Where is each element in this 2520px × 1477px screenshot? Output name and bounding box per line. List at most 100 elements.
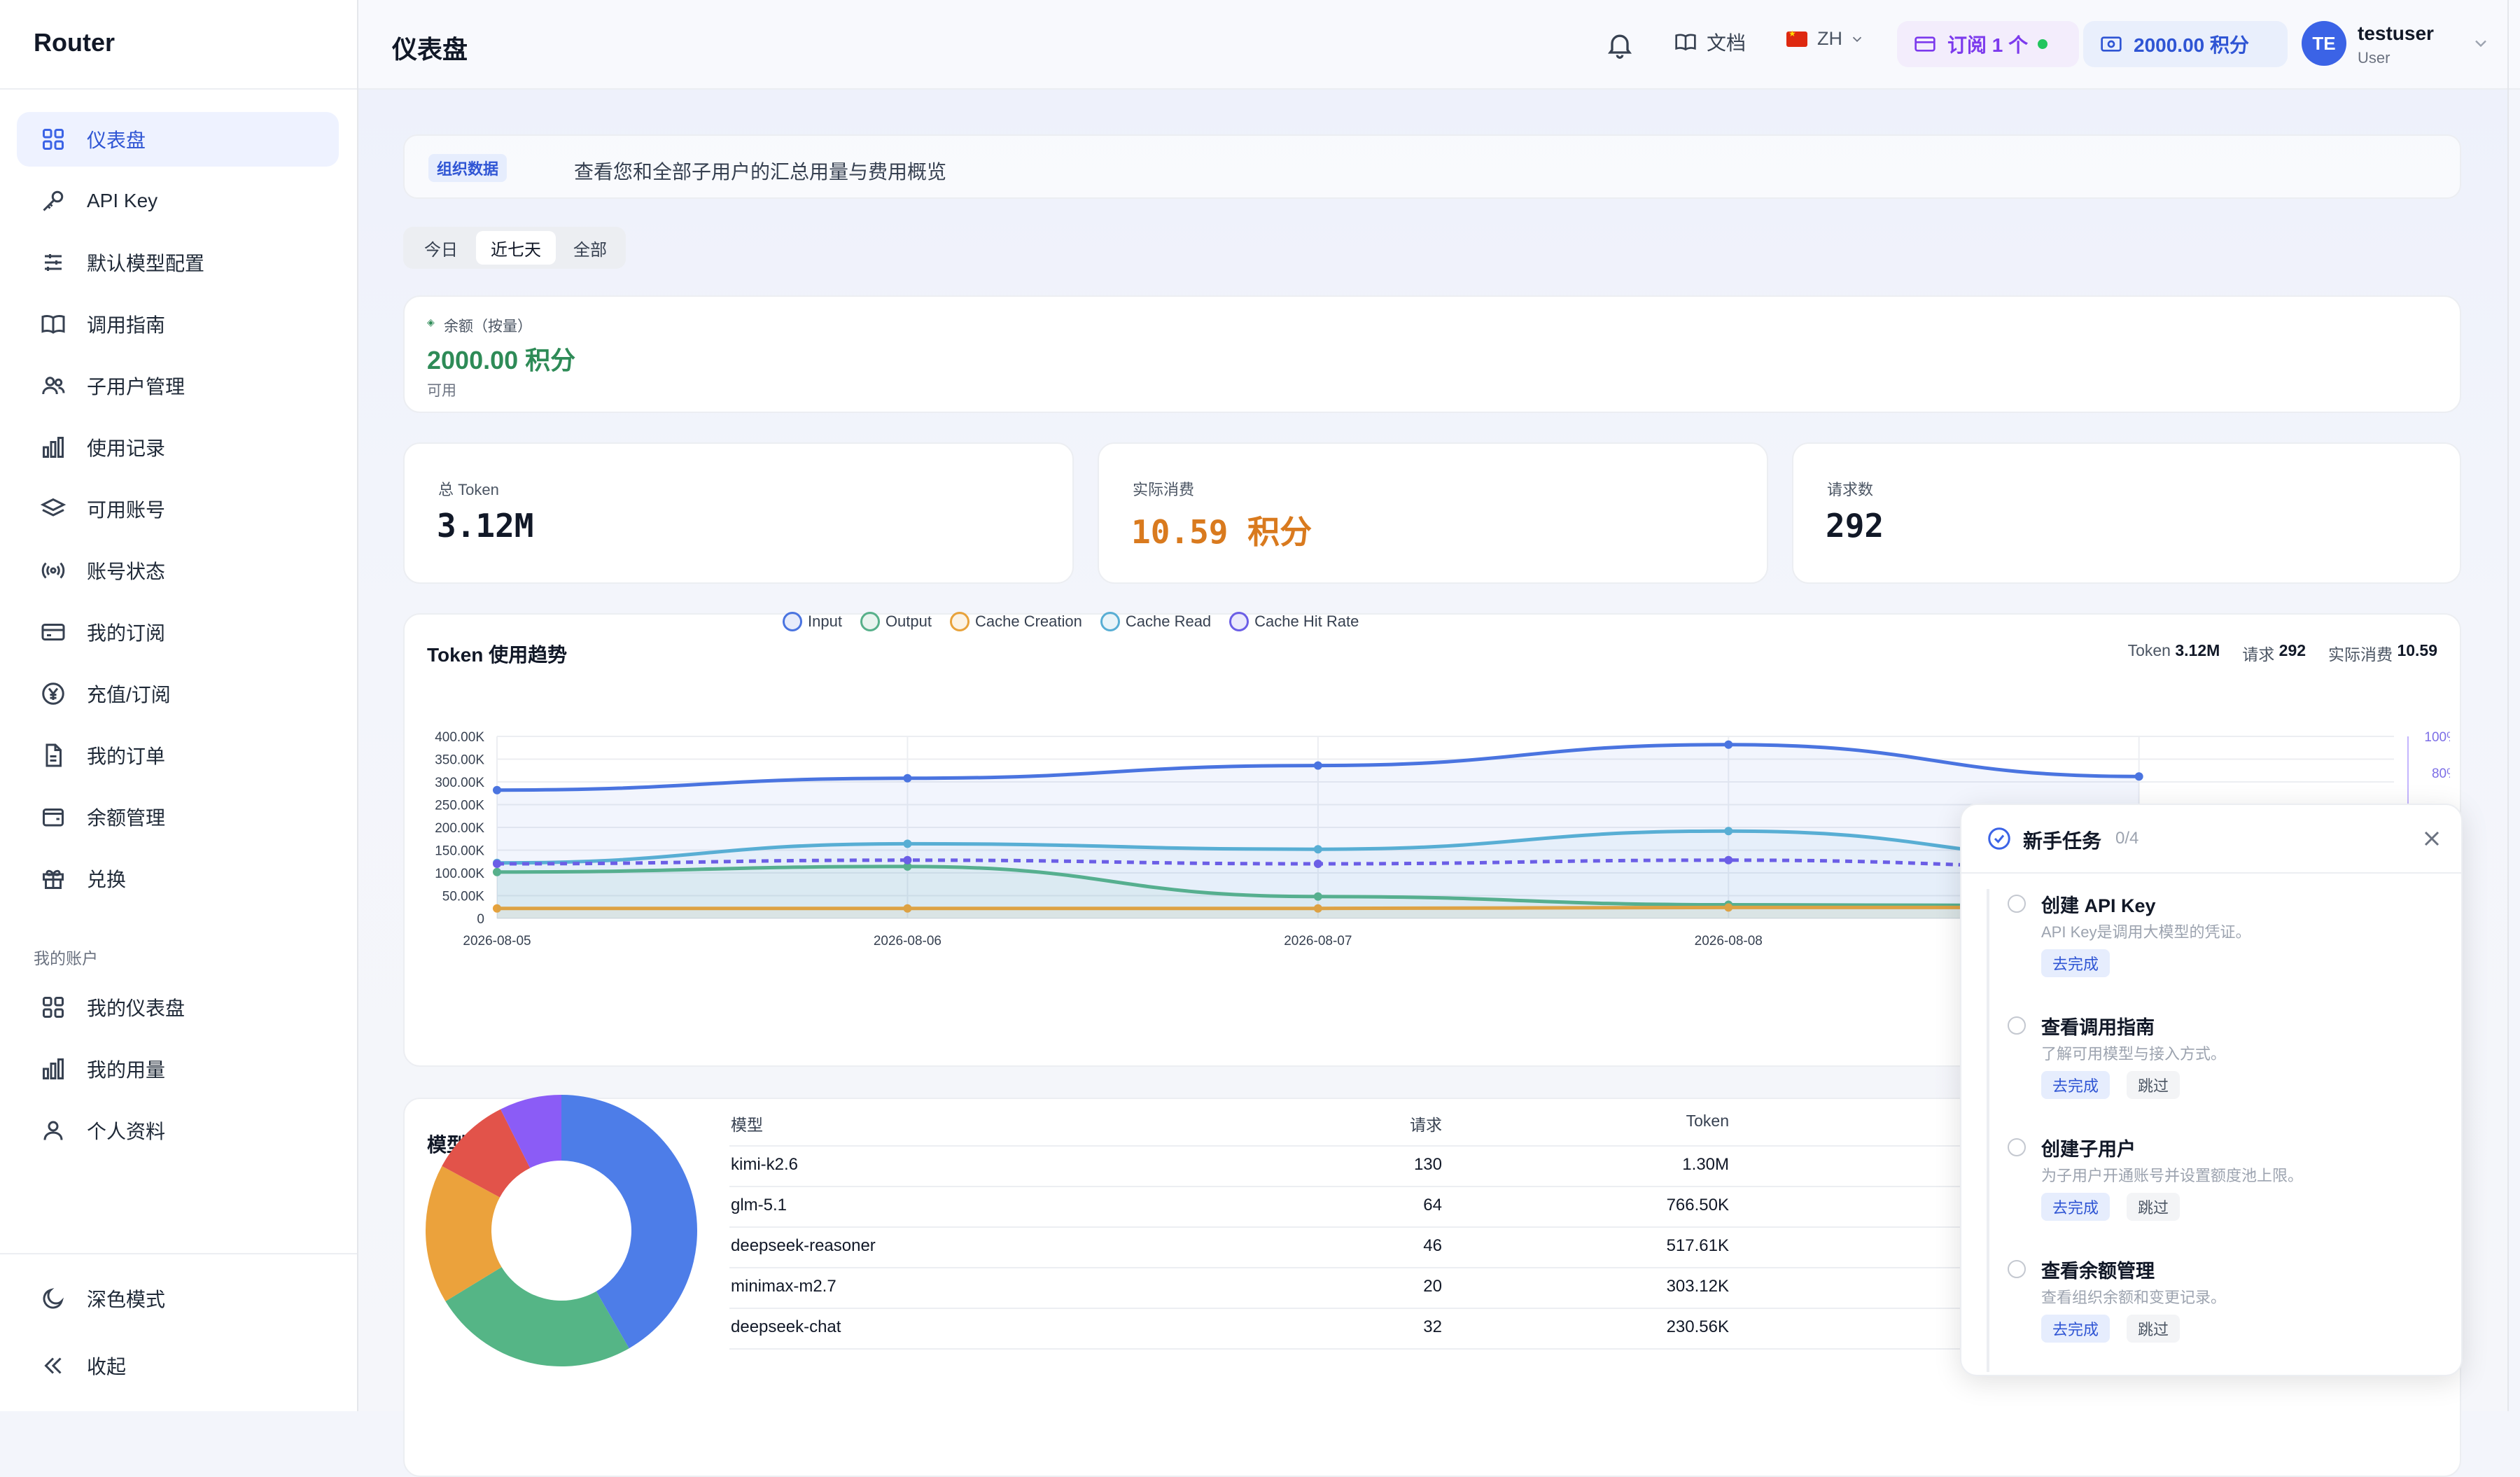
check-circle-icon <box>1988 827 2010 850</box>
range-tab-7days[interactable]: 近七天 <box>476 231 556 265</box>
close-icon[interactable] <box>2419 826 2444 851</box>
org-data-banner: 组织数据 查看您和全部子用户的汇总用量与费用概览 <box>403 134 2461 199</box>
sidebar-item-my-usage[interactable]: 我的用量 <box>17 1042 339 1096</box>
sidebar-item-my-orders[interactable]: 我的订单 <box>17 728 339 783</box>
legend-item[interactable]: Output <box>860 612 932 631</box>
sidebar-item-api-key[interactable]: API Key <box>17 174 339 228</box>
data-point <box>493 867 501 876</box>
table-row-divider <box>729 1308 1961 1309</box>
brand-logo-text: Router <box>34 28 115 57</box>
chevron-down-icon[interactable] <box>2471 34 2491 53</box>
sidebar-item-label: 余额管理 <box>87 807 166 829</box>
task-desc: 了解可用模型与接入方式。 <box>2041 1045 2227 1063</box>
task-go-button[interactable]: 去完成 <box>2041 1315 2110 1343</box>
credits-badge[interactable]: 2000.00 积分 <box>2083 21 2288 67</box>
sidebar-item-recharge[interactable]: 充值/订阅 <box>17 666 339 721</box>
y-tick-label: 150.00K <box>435 844 484 859</box>
avatar[interactable]: TE <box>2302 21 2346 66</box>
legend-swatch <box>949 612 969 631</box>
sidebar-item-default-model[interactable]: 默认模型配置 <box>17 235 339 290</box>
book-icon <box>39 310 67 338</box>
task-go-button[interactable]: 去完成 <box>2041 1071 2110 1099</box>
subscription-label: 订阅 1 个 <box>1947 34 2029 56</box>
credit-card-icon <box>39 618 67 646</box>
donut-slice[interactable] <box>500 1095 561 1168</box>
task-status-circle[interactable] <box>2008 1138 2026 1156</box>
subscription-badge[interactable]: 订阅 1 个 <box>1897 21 2079 67</box>
x-tick-label: 2026-08-08 <box>1695 934 1763 948</box>
bar-chart-icon <box>39 433 67 461</box>
table-row-divider <box>729 1348 1961 1350</box>
task-skip-button[interactable]: 跳过 <box>2127 1193 2180 1221</box>
table-row-divider <box>729 1267 1961 1268</box>
layers-icon <box>39 495 67 523</box>
task-desc: API Key是调用大模型的凭证。 <box>2041 923 2251 941</box>
trend-summary: Token 3.12M 请求 292 实际消费 10.59 <box>2128 641 2437 665</box>
task-status-circle[interactable] <box>2008 1260 2026 1278</box>
sidebar-item-sub-users[interactable]: 子用户管理 <box>17 358 339 413</box>
task-title: 查看调用指南 <box>2041 1017 2155 1038</box>
sidebar-item-balance[interactable]: 余额管理 <box>17 790 339 844</box>
stat-card-total-token: 总 Token 3.12M <box>403 442 1074 584</box>
sidebar-item-accounts[interactable]: 可用账号 <box>17 482 339 536</box>
task-skip-button[interactable]: 跳过 <box>2127 1071 2180 1099</box>
task-status-circle[interactable] <box>2008 895 2026 913</box>
sidebar-item-my-dashboard[interactable]: 我的仪表盘 <box>17 980 339 1035</box>
requests-cell: 20 <box>1423 1277 1442 1296</box>
legend-item[interactable]: Cache Creation <box>949 612 1082 631</box>
sidebar-item-label: 使用记录 <box>87 438 166 459</box>
range-tab-today[interactable]: 今日 <box>424 240 458 260</box>
series-area <box>497 831 2139 918</box>
summary-token-label: Token <box>2127 641 2171 659</box>
sidebar-item-redeem[interactable]: 兑换 <box>17 851 339 906</box>
sidebar-item-profile[interactable]: 个人资料 <box>17 1103 339 1158</box>
dark-mode-toggle[interactable]: 深色模式 <box>17 1271 339 1326</box>
stat-value: 3.12M <box>437 507 534 545</box>
sidebar-item-label: 默认模型配置 <box>87 253 205 274</box>
task-status-circle[interactable] <box>2008 1016 2026 1035</box>
sidebar-item-guide[interactable]: 调用指南 <box>17 297 339 351</box>
gift-icon <box>39 864 67 892</box>
task-skip-button[interactable]: 跳过 <box>2127 1315 2180 1343</box>
legend-item[interactable]: Cache Hit Rate <box>1229 612 1359 631</box>
page-title: 仪表盘 <box>392 35 468 64</box>
sidebar-item-usage-log[interactable]: 使用记录 <box>17 420 339 475</box>
donut-slice[interactable] <box>426 1166 502 1302</box>
y-tick-label: 350.00K <box>435 753 484 768</box>
range-tab-all[interactable]: 全部 <box>573 240 607 260</box>
donut-slice[interactable] <box>561 1095 697 1349</box>
username: testuser <box>2358 22 2434 44</box>
sidebar-item-my-subscription[interactable]: 我的订阅 <box>17 605 339 659</box>
sidebar-item-account-status[interactable]: 账号状态 <box>17 543 339 598</box>
col-header-requests: 请求 <box>1410 1116 1442 1134</box>
sidebar-item-dashboard[interactable]: 仪表盘 <box>17 112 339 167</box>
task-timeline-rail <box>1987 889 1989 1372</box>
data-point <box>1724 740 1733 749</box>
org-data-tag: 组织数据 <box>428 154 507 182</box>
language-selector[interactable]: ZH <box>1786 28 1865 50</box>
task-go-button[interactable]: 去完成 <box>2041 949 2110 977</box>
col-header-token: Token <box>1686 1112 1729 1130</box>
user-role: User <box>2358 49 2390 66</box>
data-point <box>1724 827 1733 836</box>
docs-link[interactable]: 文档 <box>1674 28 1746 56</box>
model-name-cell: glm-5.1 <box>731 1196 788 1214</box>
x-tick-label: 2026-08-07 <box>1284 934 1352 948</box>
legend-item[interactable]: Cache Read <box>1100 612 1211 631</box>
tasks-title: 新手任务 <box>2023 830 2102 852</box>
donut-slice[interactable] <box>442 1109 531 1198</box>
token-cell: 1.30M <box>1682 1155 1729 1174</box>
bell-icon[interactable] <box>1604 29 1635 60</box>
donut-slice[interactable] <box>445 1267 629 1366</box>
scrollbar[interactable] <box>2507 0 2509 1411</box>
sidebar: Router 仪表盘 API Key 默认模型配置 调用指南 子用户管理 使用记… <box>0 0 358 1411</box>
token-trend-chart: 400.00K 350.00K 300.00K 250.00K 200.00K 150.0… <box>435 730 2450 948</box>
data-point <box>1724 903 1733 912</box>
task-go-button[interactable]: 去完成 <box>2041 1193 2110 1221</box>
chart-legend: Input Output Cache Creation Cache Read Cache… <box>783 612 1377 631</box>
x-tick-label: 2026-08-06 <box>874 934 941 948</box>
stat-card-actual-cost: 实际消费 10.59 积分 <box>1098 442 1768 584</box>
legend-item[interactable]: Input <box>783 612 842 631</box>
collapse-sidebar-button[interactable]: 收起 <box>17 1338 339 1393</box>
table-row-divider <box>729 1226 1961 1228</box>
